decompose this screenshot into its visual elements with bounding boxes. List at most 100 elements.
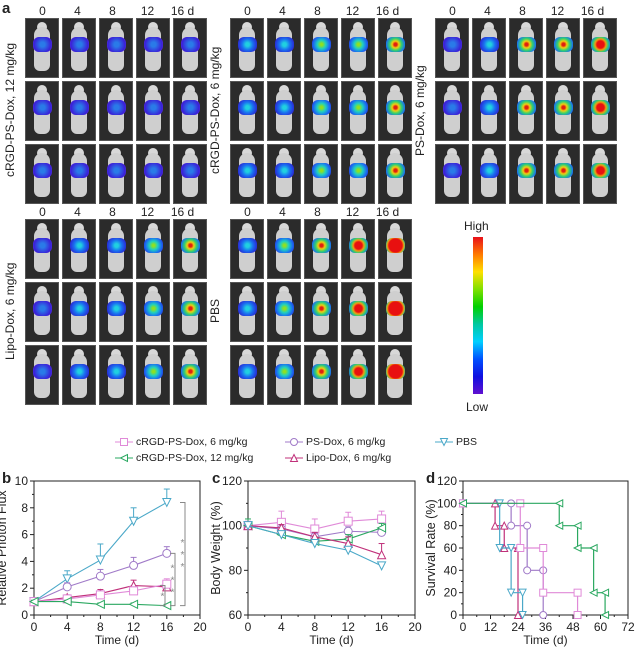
mouse-image: [378, 219, 412, 279]
bioluminescence-signal: [70, 163, 89, 178]
x-tick-label: 12: [127, 620, 141, 634]
data-point: [343, 545, 354, 556]
data-point: [458, 498, 468, 508]
significance-star: *: [171, 575, 175, 586]
x-tick-label: 12: [342, 620, 356, 634]
x-tick-label: 24: [511, 620, 525, 634]
y-tick-label: 100: [437, 496, 457, 510]
data-point: [161, 497, 172, 508]
data-point: [309, 539, 320, 549]
day-label: 16 d: [580, 4, 605, 18]
day-labels: 0 4 8 12 16 d: [435, 4, 617, 18]
mouse-image: [25, 219, 59, 279]
group-label: PBS: [208, 298, 222, 323]
data-point: [459, 499, 467, 508]
bioluminescence-signal: [275, 100, 294, 115]
data-point: [29, 597, 39, 607]
mouse-image: [472, 18, 506, 78]
data-point: [243, 520, 253, 531]
x-tick-label: 16: [160, 620, 174, 634]
y-axis-label: Survival Rate (%): [424, 499, 438, 596]
data-point: [310, 532, 320, 542]
data-point: [243, 521, 253, 531]
data-point: [128, 516, 139, 527]
data-point: [495, 544, 504, 553]
day-labels: 0 4 8 12 16 d: [230, 205, 412, 219]
x-tick-label: 8: [97, 620, 104, 634]
series-line: [33, 552, 167, 603]
y-tick-label: 80: [444, 519, 458, 533]
x-tick-label: 60: [594, 620, 608, 634]
mouse-image: [173, 219, 207, 279]
series-line: [33, 584, 167, 603]
data-point: [62, 596, 72, 607]
data-point: [377, 514, 387, 524]
mouse-image: [25, 345, 59, 405]
bioluminescence-signal: [517, 100, 536, 115]
x-tick-label: 48: [566, 620, 580, 634]
data-point: [129, 586, 139, 596]
day-label: 12: [140, 205, 155, 219]
mouse-image: [509, 18, 543, 78]
mouse-image: [267, 345, 301, 405]
mouse-image-grid: 0 4 8 12 16 d: [230, 205, 412, 408]
group-label: Lipo-Dox, 6 mg/kg: [3, 262, 17, 360]
bioluminescence-signal: [591, 163, 610, 178]
data-point: [95, 571, 105, 581]
data-point: [276, 522, 287, 533]
mouse-image: [136, 219, 170, 279]
bioluminescence-signal: [591, 37, 610, 52]
mouse-image: [62, 345, 96, 405]
data-point: [62, 574, 73, 584]
x-tick-label: 8: [311, 620, 318, 634]
bioluminescence-signal: [107, 301, 126, 316]
data-point: [539, 611, 548, 619]
bioluminescence-signal: [70, 364, 89, 379]
data-point: [523, 521, 532, 530]
data-point: [600, 610, 610, 620]
x-tick-label: 72: [621, 620, 635, 634]
mouse-image: [99, 219, 133, 279]
legend-label: cRGD-PS-Dox, 12 mg/kg: [136, 452, 254, 464]
mouse-image: [435, 81, 469, 141]
day-label: 12: [345, 205, 360, 219]
data-point: [539, 566, 548, 575]
data-point: [343, 534, 353, 544]
y-tick-label: 0: [450, 608, 457, 622]
bioluminescence-signal: [312, 37, 331, 52]
bioluminescence-signal: [144, 238, 163, 253]
day-label: 8: [314, 4, 321, 18]
series-line: [247, 525, 382, 542]
data-point: [129, 560, 139, 570]
mouse-image: [230, 81, 264, 141]
mouse-image: [230, 219, 264, 279]
mouse-image: [378, 18, 412, 78]
data-point: [554, 499, 564, 508]
mouse-image: [304, 144, 338, 204]
bioluminescence-signal: [386, 301, 405, 316]
data-point: [499, 543, 509, 552]
y-tick-label: 120: [222, 474, 242, 488]
bioluminescence-signal: [144, 37, 163, 52]
bioluminescence-signal: [144, 301, 163, 316]
legend-marker-icon: [435, 438, 453, 447]
mouse-image: [25, 144, 59, 204]
mouse-row: [435, 144, 617, 204]
data-point: [95, 599, 105, 610]
mouse-row: [230, 282, 412, 342]
day-label: 4: [279, 4, 286, 18]
bioluminescence-signal: [144, 163, 163, 178]
data-point: [161, 600, 172, 611]
mouse-image: [230, 144, 264, 204]
mouse-row: [25, 81, 207, 141]
mouse-image: [173, 345, 207, 405]
data-point: [507, 521, 516, 530]
mouse-image: [173, 282, 207, 342]
legend-marker-icon: [285, 438, 303, 446]
data-point: [243, 521, 253, 531]
significance-star: *: [171, 587, 175, 598]
mouse-row: [435, 81, 617, 141]
survival-curve: [463, 502, 606, 615]
bioluminescence-signal: [349, 100, 368, 115]
data-point: [276, 530, 287, 540]
